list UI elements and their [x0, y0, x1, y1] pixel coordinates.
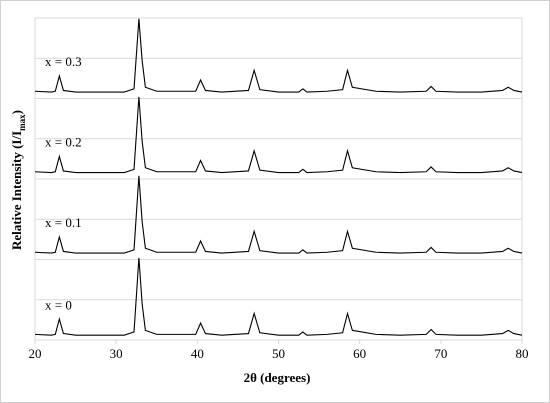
x-tick-label: 40: [191, 346, 204, 361]
x-tick-label: 70: [434, 346, 447, 361]
series-line: [34, 175, 523, 254]
series-line: [34, 257, 523, 336]
series-line: [34, 96, 523, 174]
x-tick-label: 80: [516, 346, 529, 361]
x-axis-label: 2θ (degrees): [244, 370, 311, 385]
x-tick-label: 50: [272, 346, 285, 361]
y-axis-label: Relative Intensity (I/Imax): [9, 110, 27, 250]
x-tick-label: 20: [29, 346, 42, 361]
series-line: [34, 18, 523, 93]
series-label: x = 0.2: [45, 135, 82, 150]
x-tick-label: 30: [110, 346, 123, 361]
y-label-text: Relative Intensity (I/I: [9, 131, 24, 250]
y-label-suffix: ): [9, 110, 24, 114]
y-label-subscript: max: [17, 114, 27, 131]
series-label: x = 0: [45, 297, 72, 312]
x-tick-label: 60: [353, 346, 366, 361]
series-label: x = 0.3: [45, 54, 82, 69]
series-label: x = 0.1: [45, 215, 82, 230]
